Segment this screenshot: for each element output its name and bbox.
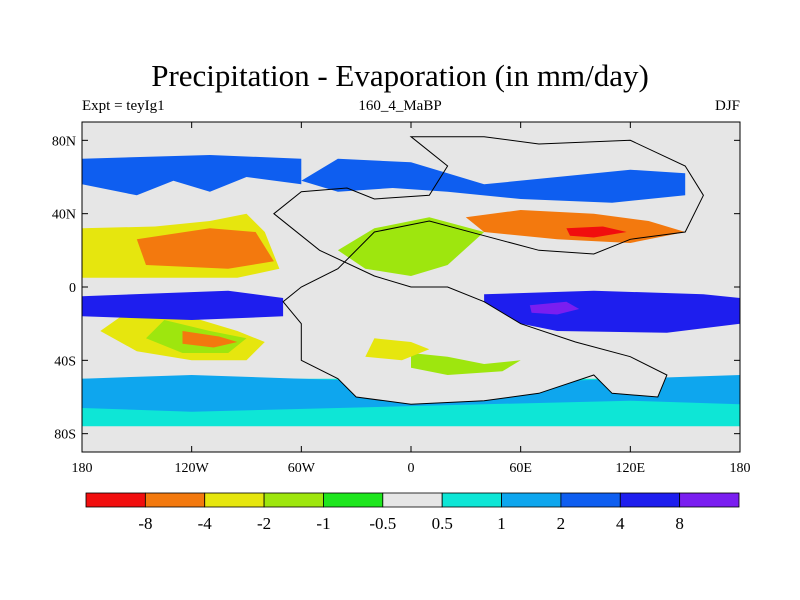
field-region-10 xyxy=(82,155,302,196)
field-region-4 xyxy=(182,331,238,348)
y-tick-label-3: 40S xyxy=(54,354,76,369)
coastline xyxy=(273,136,704,405)
colorbar-swatch-0 xyxy=(85,492,146,508)
field-region-16 xyxy=(411,353,521,375)
x-tick-label-5: 120E xyxy=(616,461,646,476)
field-region-15 xyxy=(301,158,686,203)
colorbar-swatch-10 xyxy=(679,492,740,508)
field-region-13 xyxy=(465,210,686,243)
colorbar-swatch-5 xyxy=(382,492,443,508)
field-region-6 xyxy=(484,290,740,333)
x-tick-label-3: 0 xyxy=(408,461,415,476)
x-tick-label-0: 180 xyxy=(72,461,93,476)
field-region-5 xyxy=(82,290,284,320)
y-tick-label-2: 0 xyxy=(69,281,76,296)
colorbar-label-3: -1 xyxy=(316,514,330,533)
colorbar-swatch-6 xyxy=(441,492,502,508)
x-tick-label-2: 60W xyxy=(288,461,316,476)
field-region-7 xyxy=(529,301,580,315)
colorbar-swatch-7 xyxy=(501,492,562,508)
y-tick-label-4: 80S xyxy=(54,428,76,443)
season-label: DJF xyxy=(714,98,740,114)
field-region-11 xyxy=(273,136,704,405)
colorbar-swatch-8 xyxy=(560,492,621,508)
y-tick-label-0: 80N xyxy=(52,134,76,149)
colorbar-label-1: -4 xyxy=(198,514,213,533)
y-tick-label-1: 40N xyxy=(52,208,76,223)
colorbar-label-0: -8 xyxy=(138,514,152,533)
colorbar-label-9: 8 xyxy=(675,514,684,533)
field-region-9 xyxy=(136,228,274,269)
field-region-17 xyxy=(365,338,430,361)
colorbar-swatch-1 xyxy=(144,492,206,508)
colorbar-swatch-4 xyxy=(323,492,384,508)
x-tick-label-6: 180 xyxy=(730,461,751,476)
colorbar-swatch-9 xyxy=(619,492,681,508)
colorbar-label-8: 4 xyxy=(616,514,625,533)
colorbar-swatch-2 xyxy=(204,492,265,508)
colorbar-swatch-3 xyxy=(263,492,324,508)
colorbar-label-5: 0.5 xyxy=(432,514,453,533)
chart-title: Precipitation - Evaporation (in mm/day) xyxy=(151,58,649,93)
time-label: 160_4_MaBP xyxy=(358,98,442,114)
colorbar-label-7: 2 xyxy=(557,514,566,533)
colorbar-label-2: -2 xyxy=(257,514,271,533)
x-tick-label-4: 60E xyxy=(509,461,532,476)
colorbar-label-6: 1 xyxy=(497,514,506,533)
colorbar-label-4: -0.5 xyxy=(369,514,396,533)
field-region-14 xyxy=(566,226,627,238)
experiment-label: Expt = teyIg1 xyxy=(82,98,165,114)
x-tick-label-1: 120W xyxy=(175,461,210,476)
